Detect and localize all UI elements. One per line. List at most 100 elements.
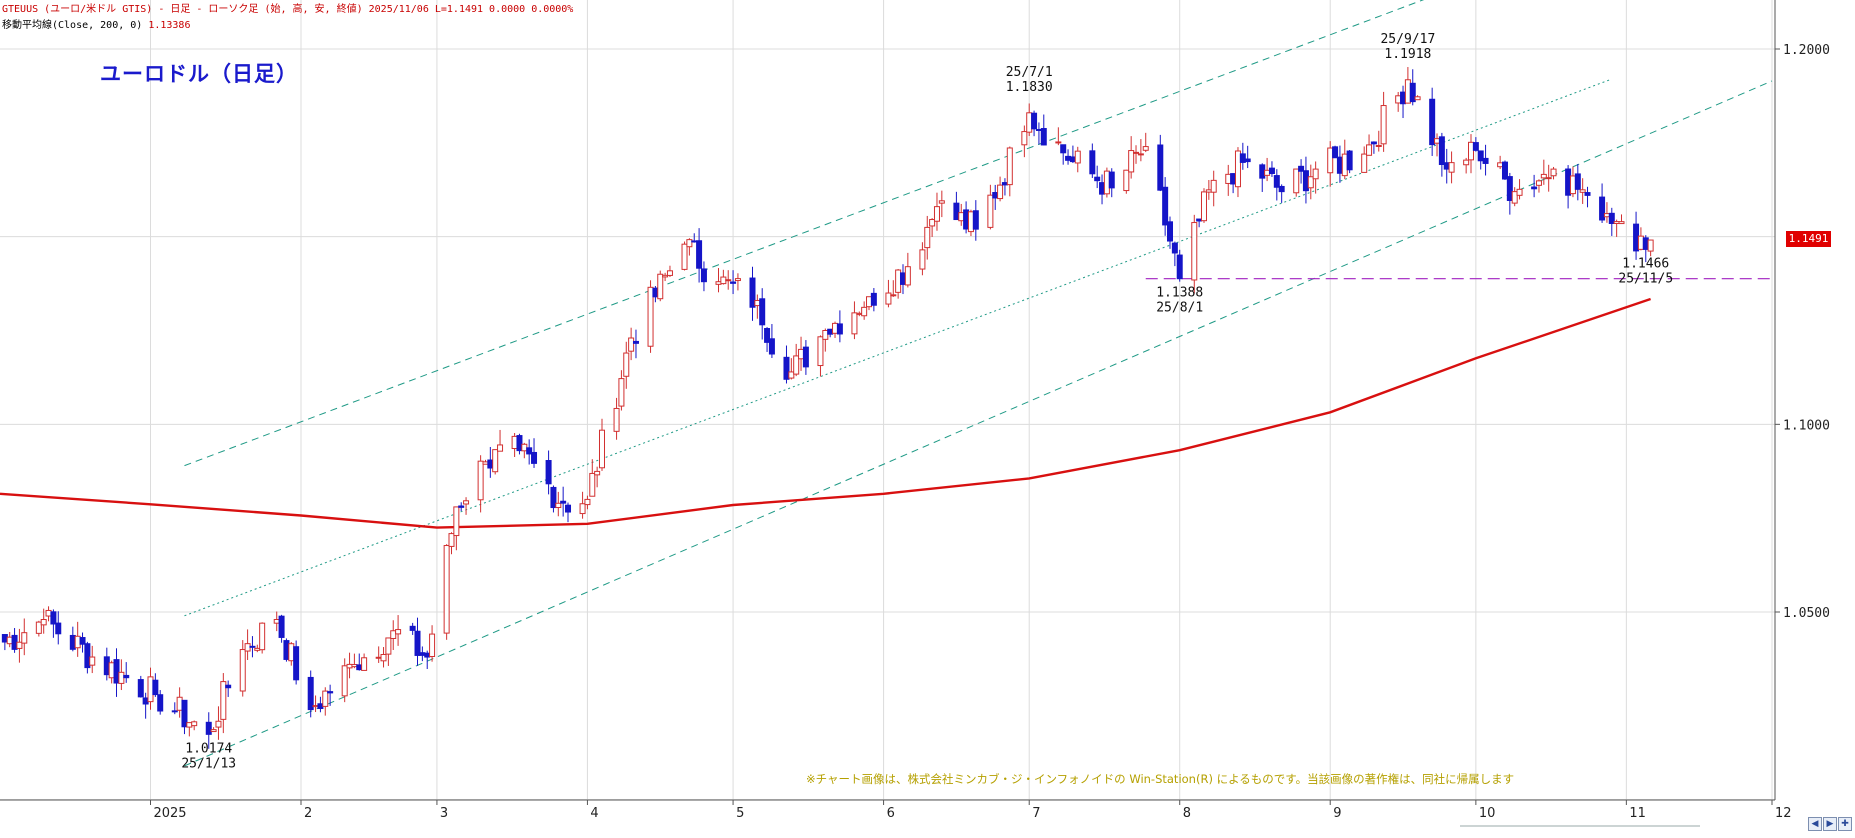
candle-body [497, 444, 504, 452]
candle-body [1259, 164, 1266, 179]
candle [798, 336, 805, 371]
candle [987, 184, 994, 230]
candle-body [1584, 192, 1591, 196]
zoom-icon[interactable]: ✚ [1838, 817, 1852, 831]
candle-body [749, 277, 756, 308]
indicator-value: 1.13386 [148, 20, 191, 31]
y-tick-label: 1.1000 [1783, 418, 1830, 433]
candle-body [1366, 144, 1373, 156]
candle-body [278, 615, 285, 638]
scroll-right-icon[interactable]: ▶ [1823, 817, 1837, 831]
candle [327, 684, 334, 706]
candle-body [1026, 112, 1033, 133]
candle-body [1200, 191, 1207, 222]
candle-body [55, 622, 62, 635]
candle [1302, 156, 1309, 204]
candle [1162, 177, 1169, 236]
chart-scroll-controls[interactable]: ◀ ▶ ✚ [1808, 817, 1852, 831]
candle [1, 634, 8, 651]
candle [1341, 139, 1348, 180]
candle-body [181, 699, 188, 728]
candle [904, 252, 911, 288]
candle-body [1361, 153, 1368, 173]
annotation-label: 1.1466 [1622, 256, 1669, 271]
candle-body [220, 681, 227, 720]
annotation-label: 1.1830 [1006, 80, 1053, 95]
candle-body [254, 647, 261, 651]
candle [895, 268, 902, 299]
candle-body [1346, 150, 1353, 171]
candle [375, 646, 382, 663]
candle [448, 532, 455, 555]
candle-body [817, 336, 824, 367]
candle [594, 466, 601, 488]
candle-body [997, 184, 1004, 200]
candle [1069, 145, 1076, 164]
candle [647, 280, 654, 353]
candle [598, 418, 605, 471]
candle-body [1031, 112, 1038, 130]
candle [1569, 166, 1576, 198]
candle [1565, 165, 1572, 209]
candle [516, 433, 523, 455]
x-tick-label: 5 [736, 806, 744, 821]
x-tick-label: 2 [304, 806, 312, 821]
indicator-label: 移動平均線(Close, 200, 0) [2, 20, 149, 31]
candle [1259, 163, 1266, 192]
candle [341, 658, 348, 703]
candle [1327, 141, 1334, 187]
candle-body [157, 694, 164, 712]
candle-body [1021, 131, 1028, 146]
x-tick-label: 12 [1775, 806, 1792, 821]
candle-body [346, 663, 353, 669]
candle-body [1637, 235, 1644, 250]
candle-body [783, 356, 790, 380]
candle-body [16, 641, 23, 649]
candle-body [1040, 128, 1047, 146]
candle-body [511, 435, 518, 450]
candle [933, 192, 940, 231]
candle [1574, 163, 1581, 201]
candle-body [657, 273, 664, 300]
candle [482, 459, 489, 465]
candle-body [249, 645, 256, 648]
candle [788, 358, 795, 380]
scroll-left-icon[interactable]: ◀ [1808, 817, 1822, 831]
candle [191, 720, 198, 731]
candle-body [584, 498, 591, 506]
candle [1468, 134, 1475, 174]
candle [511, 432, 518, 458]
candle [579, 491, 586, 519]
candle-body [579, 503, 586, 515]
candle [1278, 184, 1285, 203]
candle [419, 646, 426, 662]
candle [1210, 170, 1217, 207]
candle [1230, 173, 1237, 194]
candle [346, 652, 353, 679]
candle [1264, 157, 1271, 182]
candle-body [516, 435, 523, 452]
candle [1239, 142, 1246, 170]
candle-body [613, 407, 620, 432]
candle [409, 622, 416, 635]
candle-body [1103, 170, 1110, 195]
candle [1477, 150, 1484, 170]
candle-body [1278, 185, 1285, 193]
candle-body [681, 243, 688, 270]
candle-body [919, 249, 926, 270]
candle [50, 609, 57, 638]
candle [152, 673, 159, 697]
candle [181, 699, 188, 735]
candle [929, 218, 936, 237]
candle-body [118, 671, 125, 684]
candle-body [1506, 176, 1513, 201]
candle [1516, 179, 1523, 200]
candle [783, 345, 790, 384]
candle-body [987, 194, 994, 228]
candle-body [424, 652, 431, 658]
candle [1234, 147, 1241, 198]
candle-body [1603, 213, 1610, 218]
candle [40, 608, 47, 634]
candle [487, 446, 494, 478]
candle-body [1443, 162, 1450, 170]
